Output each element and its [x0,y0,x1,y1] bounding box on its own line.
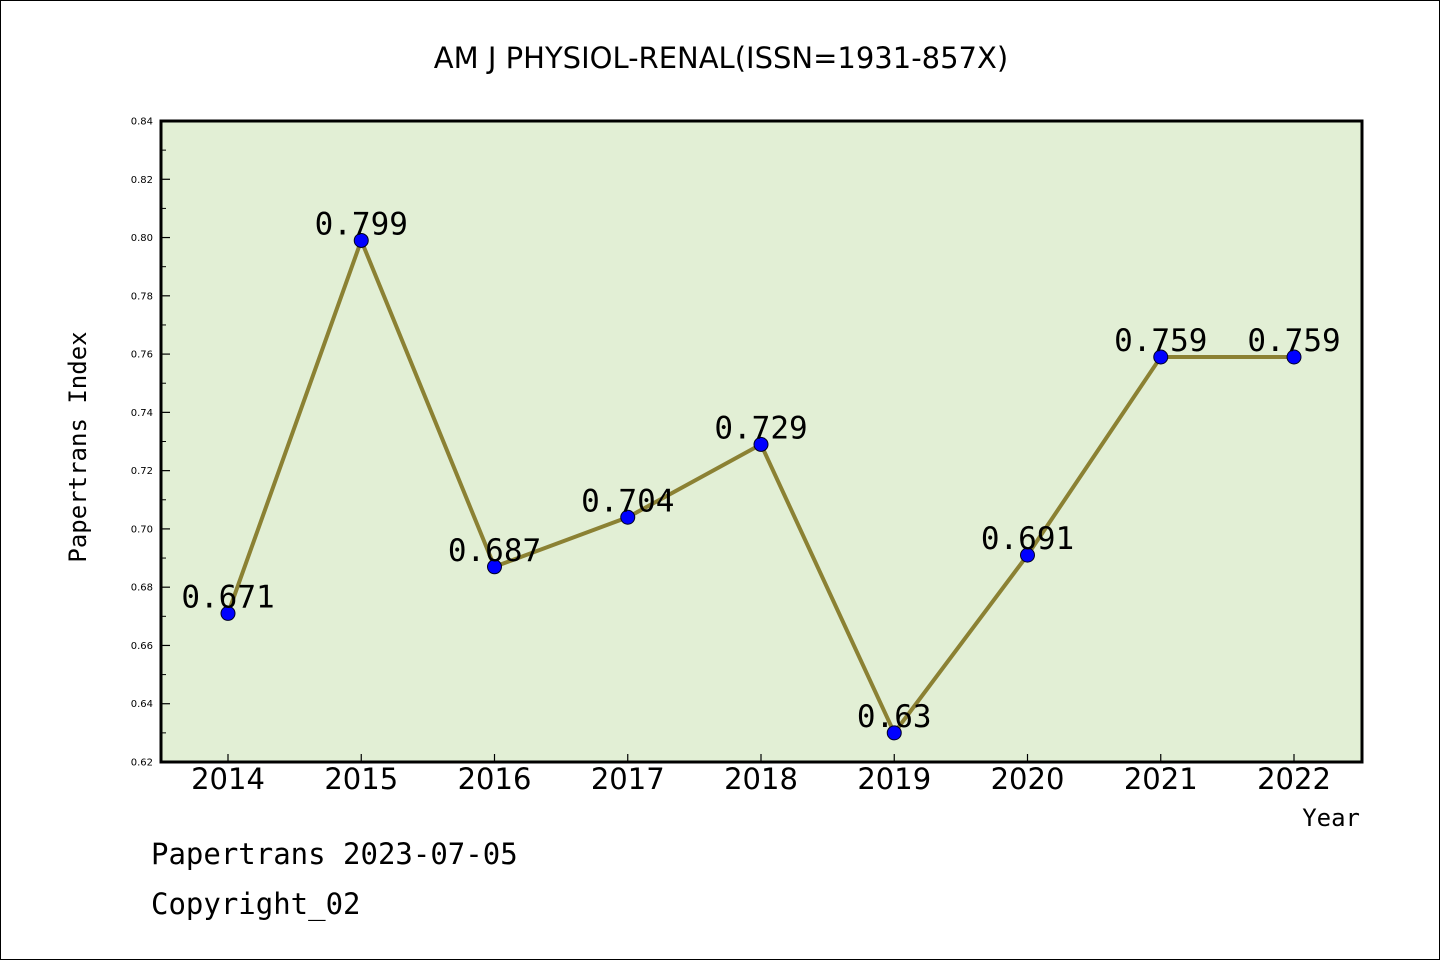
data-point [220,605,236,621]
x-tick-label: 2021 [1124,762,1198,796]
data-point [886,725,902,741]
data-label: 0.704 [581,483,674,519]
data-label: 0.799 [315,206,408,242]
data-point [487,559,502,575]
data-label: 0.759 [1247,323,1340,359]
footer-date: Papertrans 2023-07-05 [151,837,518,871]
y-tick-label: 0.84 [131,117,153,128]
data-point [753,436,769,452]
x-tick-label: 2018 [724,762,798,796]
x-axis-label: Year [1302,804,1360,832]
data-label: 0.691 [981,521,1074,557]
chart-title: AM J PHYSIOL-RENAL(ISSN=1931-857X) [434,41,1008,75]
x-tick-label: 2015 [324,762,398,796]
y-tick-label: 0.80 [131,233,153,244]
x-tick-label: 2019 [857,762,931,796]
y-tick-label: 0.62 [131,758,153,769]
y-tick-label: 0.78 [131,291,153,302]
x-axis-ticks: 2014 2015 2016 2017 2018 2019 2020 2021 2022 [191,754,1331,796]
data-label: 0.63 [857,699,932,735]
x-tick-label: 2020 [991,762,1065,796]
x-tick-label: 2017 [591,762,665,796]
data-label: 0.687 [448,533,541,569]
y-tick-label: 0.66 [131,641,153,652]
data-label: 0.729 [714,410,807,446]
data-point [353,232,369,248]
data-label: 0.671 [181,579,274,615]
y-tick-label: 0.76 [131,350,153,361]
y-axis-ticks: 0.62 0.64 0.66 0.68 0.70 0.72 0.74 0.76 0.78 0.80… [131,117,170,769]
data-point [620,509,636,525]
y-tick-label: 0.72 [131,466,153,477]
data-point [1286,349,1302,365]
data-point [1153,349,1169,365]
y-tick-label: 0.64 [131,699,153,710]
data-label: 0.759 [1114,323,1207,359]
y-axis-label: Papertrans Index [64,331,92,562]
x-tick-label: 2022 [1257,762,1331,796]
data-markers [220,232,1302,741]
x-tick-label: 2016 [458,762,532,796]
y-tick-label: 0.74 [131,408,153,419]
y-tick-label: 0.70 [131,524,153,535]
y-tick-label: 0.82 [131,175,153,186]
data-labels: 0.671 0.799 0.687 0.704 0.729 0.63 0.691 0.759 0… [181,206,1340,734]
footer-copyright: Copyright_02 [151,887,361,922]
x-tick-label: 2014 [191,762,265,796]
y-tick-label: 0.68 [131,583,153,594]
data-point [1020,547,1035,563]
